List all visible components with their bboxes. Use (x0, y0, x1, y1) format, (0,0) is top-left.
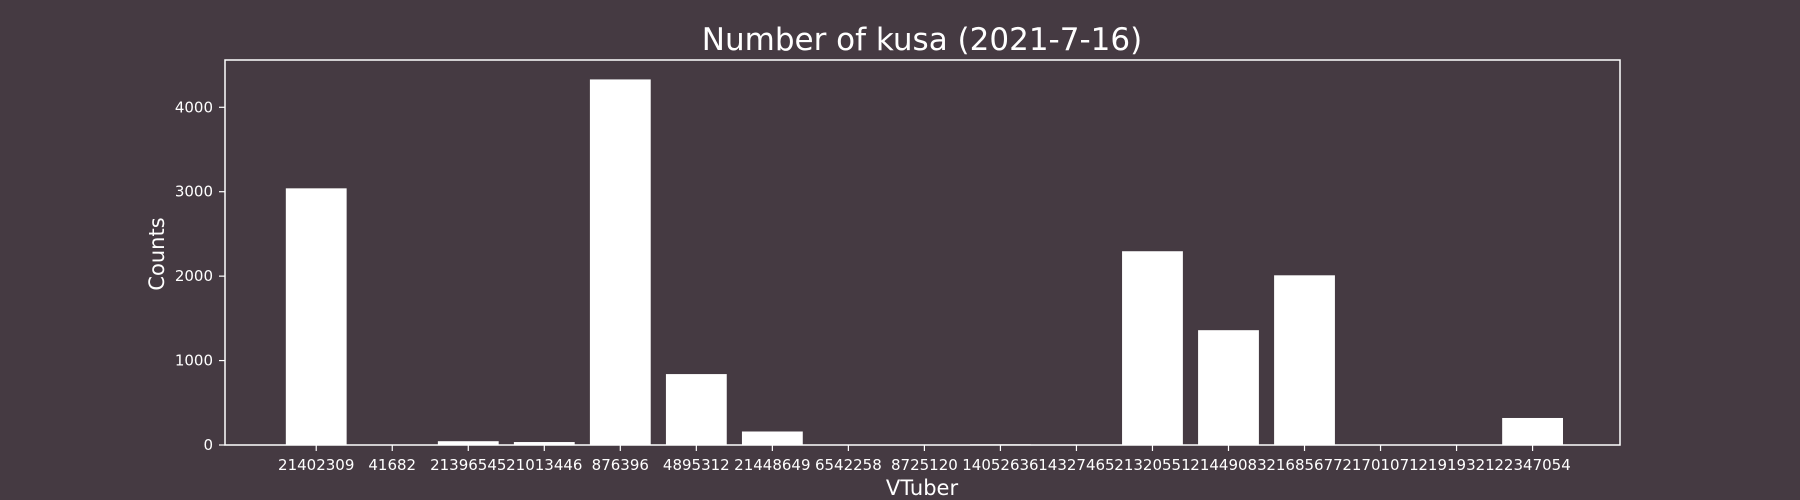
y-tick-label-0: 0 (203, 436, 213, 454)
y-tick-label-1000: 1000 (175, 352, 213, 370)
x-tick-label-4895312: 4895312 (663, 456, 730, 474)
x-tick-label-6542258: 6542258 (815, 456, 882, 474)
chart-title: Number of kusa (2021-7-16) (702, 22, 1142, 58)
bar-21449083 (1198, 330, 1259, 445)
bar-21685677 (1274, 275, 1335, 445)
bar-21320551 (1122, 251, 1183, 445)
x-tick-label-21449083: 21449083 (1190, 456, 1266, 474)
x-tick-label-14052636: 14052636 (962, 456, 1038, 474)
x-tick-label-21685677: 21685677 (1266, 456, 1342, 474)
bar-21402309 (285, 188, 347, 445)
x-tick-label-21701071: 21701071 (1342, 456, 1418, 474)
bar-21448649 (741, 431, 803, 445)
plot-frame (224, 59, 1621, 446)
y-tick-label-3000: 3000 (175, 183, 213, 201)
x-tick-label-22347054: 22347054 (1494, 456, 1570, 474)
x-tick-label-21320551: 21320551 (1114, 456, 1190, 474)
y-tick-label-2000: 2000 (175, 267, 213, 285)
bar-21396545 (437, 441, 499, 445)
x-tick-label-14327465: 14327465 (1038, 456, 1114, 474)
x-tick-label-21448649: 21448649 (734, 456, 810, 474)
x-tick-label-21402309: 21402309 (278, 456, 354, 474)
bar-21013446 (513, 442, 575, 445)
x-tick-label-8725120: 8725120 (891, 456, 958, 474)
bar-22347054 (1502, 417, 1563, 445)
y-axis-label: Counts (145, 217, 169, 290)
x-tick-label-21013446: 21013446 (506, 456, 582, 474)
x-axis-label: VTuber (886, 476, 959, 500)
bar-4895312 (665, 374, 727, 445)
x-tick-label-41682: 41682 (368, 456, 416, 474)
y-tick-label-4000: 4000 (175, 98, 213, 116)
x-tick-label-21919321: 21919321 (1418, 456, 1494, 474)
x-tick-label-876396: 876396 (592, 456, 649, 474)
x-tick-label-21396545: 21396545 (430, 456, 506, 474)
bar-876396 (589, 79, 651, 446)
